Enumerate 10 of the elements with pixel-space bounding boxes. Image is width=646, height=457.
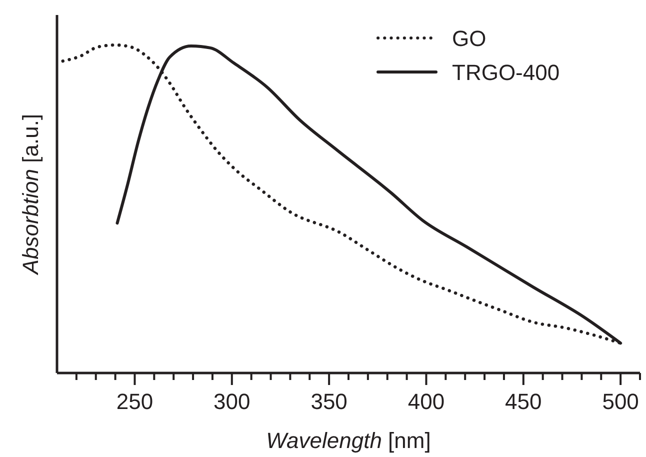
x-tick-label: 450 [505,389,542,414]
x-tick-label: 300 [214,389,250,414]
legend-label: TRGO-400 [452,60,560,85]
y-axis-title: Absorbtion [a.u.] [18,114,43,276]
x-axis-title: Wavelength [nm] [266,428,431,453]
legend-label: GO [452,26,486,51]
x-tick-label: 250 [116,389,154,414]
x-tick-label: 350 [310,389,348,414]
x-tick-label: 400 [408,389,445,414]
x-tick-label: 500 [602,389,639,414]
